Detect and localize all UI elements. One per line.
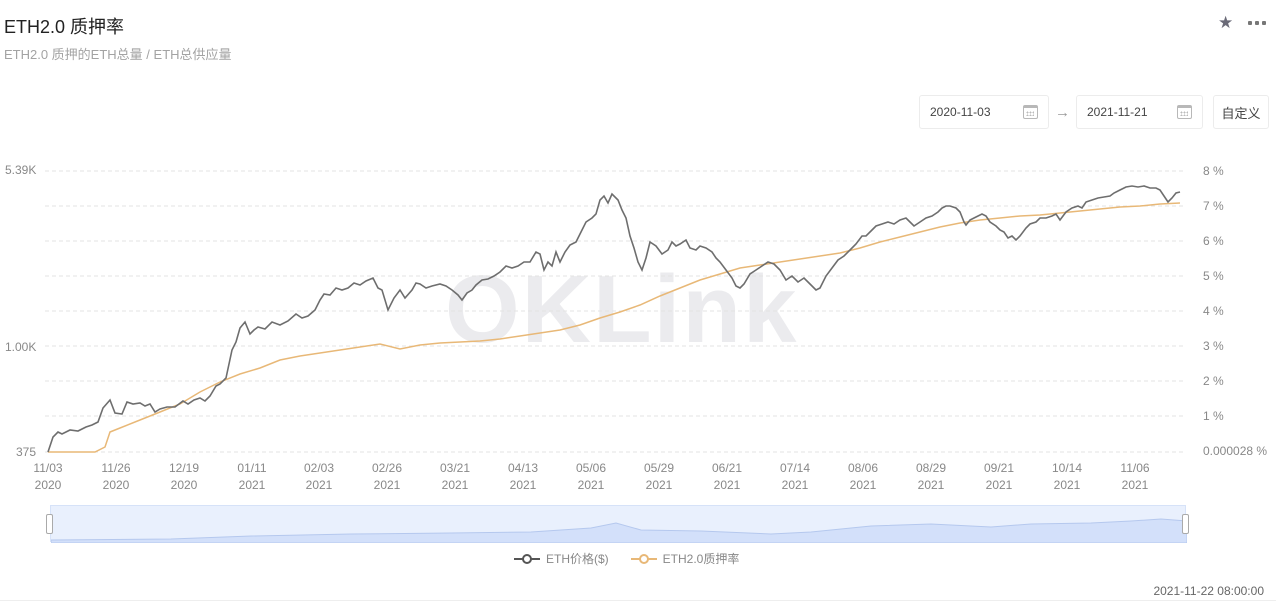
x-tick: 09/21 2021	[983, 461, 1015, 492]
left-axis-label: 1.00K	[5, 340, 37, 354]
zoom-handle-left[interactable]	[46, 514, 53, 534]
custom-range-button[interactable]: 自定义	[1213, 95, 1269, 129]
arrow-right-icon: →	[1055, 103, 1070, 121]
staking-rate-line	[48, 202, 1181, 453]
calendar-icon	[1177, 105, 1192, 119]
x-tick: 10/14 2021	[1051, 461, 1083, 492]
x-tick: 05/06 2021	[575, 461, 607, 492]
data-zoom-slider[interactable]	[50, 505, 1188, 544]
more-icon[interactable]	[1248, 17, 1266, 29]
x-tick: 01/11 2021	[237, 461, 267, 492]
right-axis-label: 4 %	[1203, 304, 1224, 318]
x-tick: 08/29 2021	[915, 461, 947, 492]
x-tick: 03/21 2021	[439, 461, 471, 492]
timestamp: 2021-11-22 08:00:00	[1153, 584, 1264, 598]
top-actions: ★	[1218, 14, 1266, 32]
page-subtitle: ETH2.0 质押的ETH总量 / ETH总供应量	[4, 47, 232, 62]
eth-price-line	[47, 185, 1181, 453]
x-tick: 05/29 2021	[643, 461, 675, 492]
divider	[0, 600, 1276, 601]
x-tick: 11/26 2020	[101, 461, 131, 492]
right-axis-label: 3 %	[1203, 339, 1224, 353]
left-axis-label: 5.39K	[5, 163, 37, 177]
x-tick: 04/13 2021	[507, 461, 539, 492]
start-date-input[interactable]: 2020-11-03	[919, 95, 1049, 129]
x-tick: 08/06 2021	[847, 461, 879, 492]
date-range-picker: 2020-11-03 → 2021-11-21 自定义	[919, 95, 1269, 129]
line-marker-icon	[514, 553, 540, 564]
star-icon[interactable]: ★	[1218, 13, 1234, 32]
left-axis-label: 375	[16, 445, 37, 459]
legend: ETH价格($) ETH2.0质押率	[514, 550, 739, 567]
zoom-preview	[50, 518, 1188, 544]
right-axis-label: 7 %	[1203, 199, 1224, 213]
calendar-icon	[1023, 105, 1038, 119]
right-axis-label: 8 %	[1203, 164, 1224, 178]
x-tick: 07/14 2021	[779, 461, 811, 492]
line-marker-icon	[630, 553, 657, 564]
legend-item-staking-rate[interactable]: ETH2.0质押率	[630, 550, 739, 567]
x-tick: 02/03 2021	[303, 461, 335, 492]
x-tick: 11/06 2021	[1120, 461, 1150, 492]
right-axis-label: 2 %	[1203, 374, 1224, 388]
end-date-input[interactable]: 2021-11-21	[1076, 95, 1203, 129]
right-axis-label: 0.000028 %	[1203, 444, 1268, 458]
right-axis-label: 5 %	[1203, 269, 1224, 283]
x-tick: 06/21 2021	[711, 461, 743, 492]
legend-item-eth-price[interactable]: ETH价格($)	[514, 550, 609, 567]
right-axis-label: 6 %	[1203, 234, 1224, 248]
zoom-handle-right[interactable]	[1182, 514, 1189, 534]
start-date-value: 2020-11-03	[930, 105, 991, 119]
x-tick: 12/19 2020	[168, 461, 200, 492]
x-tick: 02/26 2021	[371, 461, 403, 492]
watermark: OKLink	[445, 256, 799, 363]
page-title: ETH2.0 质押率	[4, 17, 125, 37]
x-tick: 11/03 2020	[33, 461, 63, 492]
right-axis-label: 1 %	[1203, 409, 1224, 423]
end-date-value: 2021-11-21	[1087, 105, 1148, 119]
